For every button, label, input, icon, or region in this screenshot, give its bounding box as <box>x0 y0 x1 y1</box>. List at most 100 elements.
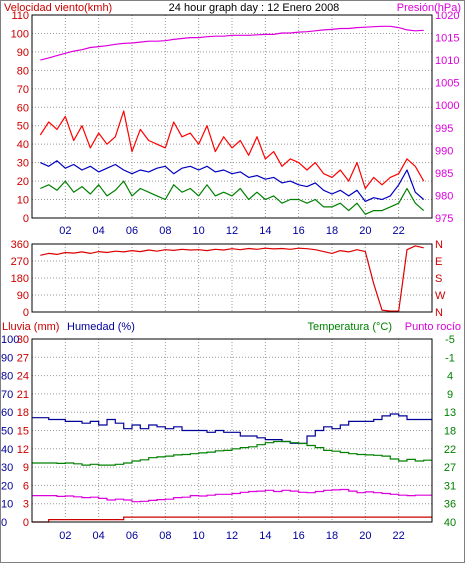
humidity-y-tick-label: 70 <box>1 389 13 401</box>
temperature-y-tick-label: 40 <box>444 517 456 529</box>
temperature-y-tick-label: 22 <box>444 444 456 456</box>
rain-y-tick-label: 9 <box>23 462 29 474</box>
temperature-y-tick-label: -1 <box>445 352 455 364</box>
humidity-plot-frame <box>31 338 433 523</box>
wind-x-tick-label: 22 <box>393 225 405 237</box>
temperature-y-tick-label: 31 <box>444 480 456 492</box>
wind-pressure-panel: 0102030405060708090100110975980985990995… <box>11 10 460 237</box>
pressure-y-tick-label: 980 <box>435 190 453 202</box>
wind-x-tick-label: 12 <box>226 225 238 237</box>
humidity-x-tick-label: 16 <box>293 530 305 542</box>
rain-y-tick-label: 3 <box>23 499 29 511</box>
wind-plot-frame <box>31 14 433 219</box>
wind-y-tick-label: 30 <box>17 158 29 170</box>
rain-line <box>32 516 432 523</box>
compass-tick-label: N <box>435 307 443 319</box>
rain-y-tick-label: 27 <box>17 352 29 364</box>
humidity-y-tick-label: 50 <box>1 426 13 438</box>
pressure-y-tick-label: 975 <box>435 213 453 225</box>
humidity-y-tick-label: 30 <box>1 462 13 474</box>
rain-y-tick-label: 30 <box>17 334 29 346</box>
wind-y-tick-label: 50 <box>17 121 29 133</box>
wind-y-tick-label: 90 <box>17 47 29 59</box>
pressure-y-tick-label: 1015 <box>435 33 459 45</box>
temperature-y-tick-label: 4 <box>447 371 453 383</box>
compass-tick-label: W <box>435 290 446 302</box>
wind-y-tick-label: 10 <box>17 195 29 207</box>
humidity-y-tick-label: 60 <box>1 407 13 419</box>
rain-y-tick-label: 21 <box>17 389 29 401</box>
humidity-x-tick-label: 04 <box>93 530 105 542</box>
wind-x-tick-label: 16 <box>293 225 305 237</box>
direction-line <box>40 245 424 312</box>
pressure-line <box>40 25 424 61</box>
rain-axis-title: Lluvia (mm) <box>2 321 59 333</box>
temperature-y-tick-label: -5 <box>445 334 455 346</box>
pressure-y-tick-label: 1000 <box>435 100 459 112</box>
wind-x-tick-label: 04 <box>93 225 105 237</box>
temperature-y-tick-label: 18 <box>444 426 456 438</box>
wind-speed-axis-title: Velocidad viento(kmh) <box>4 2 112 14</box>
dewpoint-axis-title: Punto rocío <box>405 321 461 333</box>
wind-x-tick-label: 18 <box>326 225 338 237</box>
dewpoint-line <box>32 488 432 503</box>
rain-y-tick-label: 18 <box>17 407 29 419</box>
wind-x-tick-label: 14 <box>259 225 271 237</box>
pressure-y-tick-label: 985 <box>435 168 453 180</box>
humidity-y-tick-label: 40 <box>1 444 13 456</box>
pressure-y-tick-label: 1020 <box>435 10 459 22</box>
humidity-y-tick-label: 0 <box>1 517 7 529</box>
humidity-x-tick-label: 18 <box>326 530 338 542</box>
rain-y-tick-label: 12 <box>17 444 29 456</box>
compass-tick-label: E <box>435 256 442 268</box>
humidity-x-tick-label: 22 <box>393 530 405 542</box>
wind-y-tick-label: 80 <box>17 65 29 77</box>
temperature-y-tick-label: 13 <box>444 407 456 419</box>
temperature-y-tick-label: 9 <box>447 389 453 401</box>
direction-y-tick-label: 90 <box>17 290 29 302</box>
wind-x-tick-label: 02 <box>59 225 71 237</box>
compass-tick-label: N <box>435 239 443 251</box>
wind-y-tick-label: 70 <box>17 84 29 96</box>
direction-y-tick-label: 360 <box>11 239 29 251</box>
rain-y-tick-label: 24 <box>17 371 29 383</box>
humidity-y-tick-label: 20 <box>1 480 13 492</box>
direction-y-tick-label: 0 <box>23 307 29 319</box>
wind-x-tick-label: 10 <box>193 225 205 237</box>
pressure-axis-title: Presión(hPa) <box>397 2 461 14</box>
wind-x-tick-label: 20 <box>359 225 371 237</box>
humidity-temperature-panel: 0102030405060708090100036912151821242730… <box>1 334 456 542</box>
temperature-axis-title: Temperatura (°C) <box>308 321 392 333</box>
rain-y-tick-label: 6 <box>23 480 29 492</box>
wind-y-tick-label: 40 <box>17 139 29 151</box>
humidity-y-tick-label: 80 <box>1 371 13 383</box>
humidity-x-tick-label: 20 <box>359 530 371 542</box>
humidity-x-tick-label: 14 <box>259 530 271 542</box>
pressure-y-tick-label: 1010 <box>435 55 459 67</box>
humidity-line <box>32 413 432 444</box>
direction-plot-frame <box>31 243 433 313</box>
wind-y-tick-label: 100 <box>11 28 29 40</box>
humidity-y-tick-label: 90 <box>1 352 13 364</box>
rain-y-tick-label: 0 <box>23 517 29 529</box>
humidity-y-tick-label: 100 <box>1 334 19 346</box>
pressure-y-tick-label: 1005 <box>435 78 459 90</box>
direction-y-tick-label: 180 <box>11 273 29 285</box>
wind_avg-line <box>40 160 425 202</box>
wind_min-line <box>40 180 425 215</box>
humidity-y-tick-label: 10 <box>1 499 13 511</box>
wind-y-tick-label: 20 <box>17 176 29 188</box>
pressure-y-tick-label: 990 <box>435 145 453 157</box>
temperature-line <box>32 440 432 466</box>
temperature-y-tick-label: 27 <box>444 462 456 474</box>
pressure-y-tick-label: 995 <box>435 123 453 135</box>
rain-y-tick-label: 15 <box>17 426 29 438</box>
wind-y-tick-label: 0 <box>23 213 29 225</box>
wind-x-tick-label: 06 <box>126 225 138 237</box>
temperature-y-tick-label: 36 <box>444 499 456 511</box>
wind_max-line <box>39 110 425 190</box>
humidity-x-tick-label: 02 <box>59 530 71 542</box>
